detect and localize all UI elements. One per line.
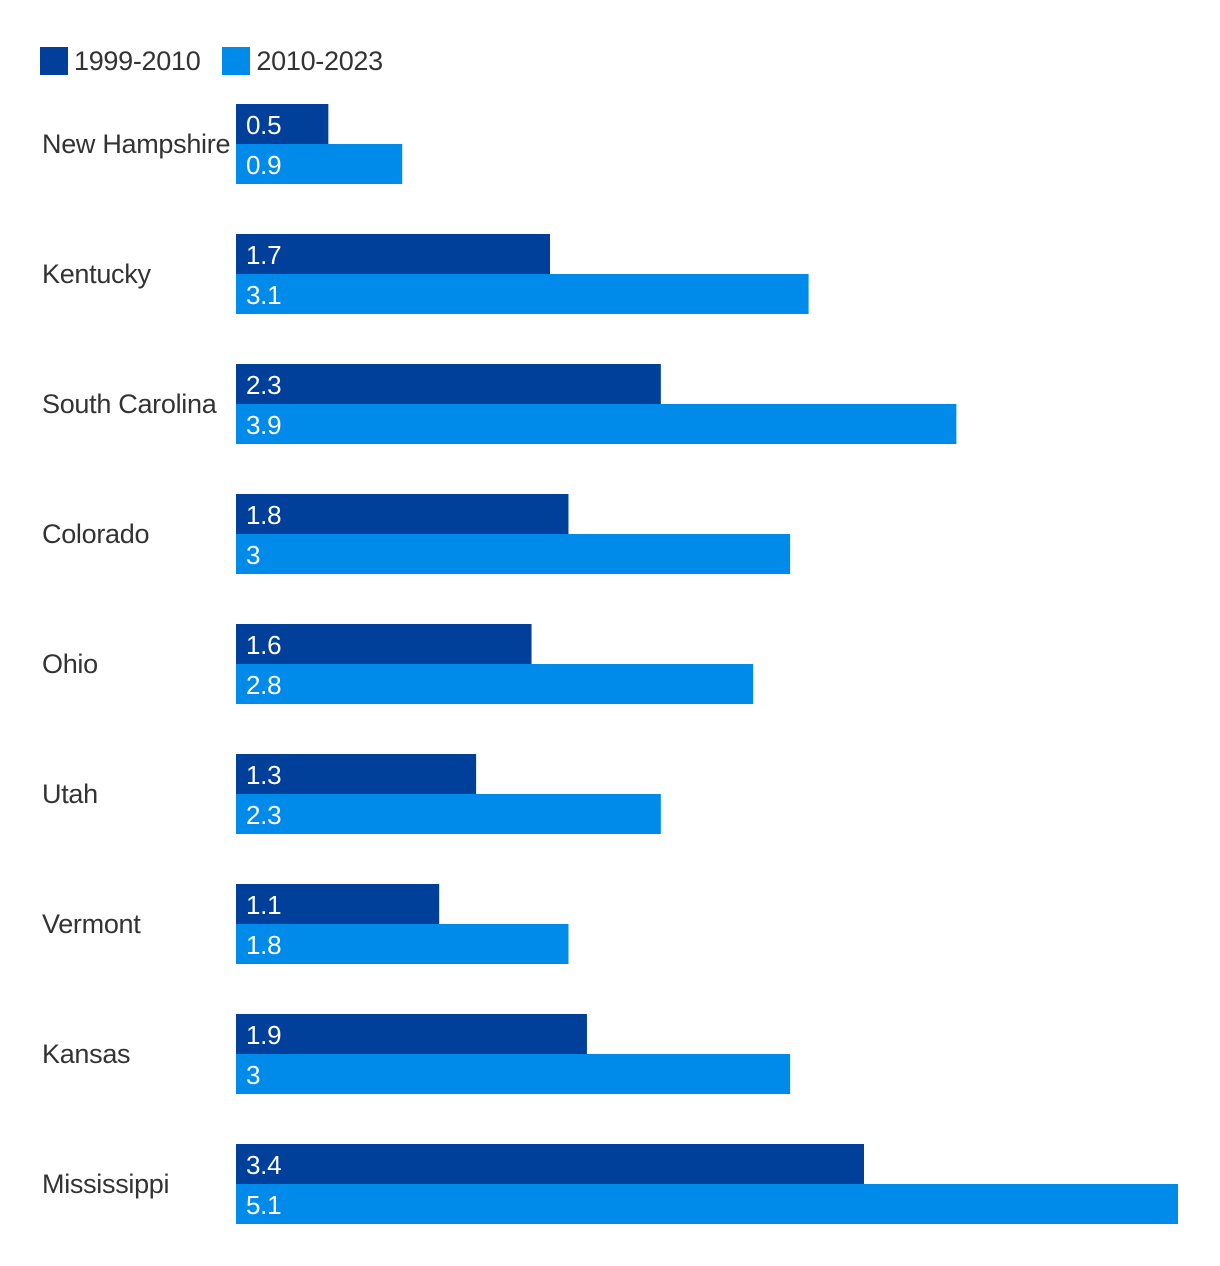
bar-kentucky-1999-2010 xyxy=(236,234,550,274)
data-label-kansas-2010-2023: 3 xyxy=(246,1060,260,1090)
data-label-kentucky-2010-2023: 3.1 xyxy=(246,280,281,310)
bar-utah-2010-2023 xyxy=(236,794,661,834)
bar-colorado-1999-2010 xyxy=(236,494,569,534)
category-label-mississippi: Mississippi xyxy=(42,1169,169,1199)
data-label-new-hampshire-2010-2023: 0.9 xyxy=(246,150,281,180)
legend-swatch-2010-2023 xyxy=(222,47,251,75)
bar-new-hampshire-2010-2023 xyxy=(236,144,403,184)
bar-vermont-1999-2010 xyxy=(236,884,440,924)
legend-item-2010-2023: 2010-2023 xyxy=(222,45,383,77)
data-label-kentucky-1999-2010: 1.7 xyxy=(246,240,281,270)
bar-vermont-2010-2023 xyxy=(236,924,569,964)
data-label-colorado-1999-2010: 1.8 xyxy=(246,500,281,530)
bar-ohio-1999-2010 xyxy=(236,624,532,664)
data-label-utah-2010-2023: 2.3 xyxy=(246,800,281,830)
data-label-utah-1999-2010: 1.3 xyxy=(246,760,281,790)
bar-south-carolina-2010-2023 xyxy=(236,404,957,444)
category-label-new-hampshire: New Hampshire xyxy=(42,129,230,159)
data-label-south-carolina-2010-2023: 3.9 xyxy=(246,410,281,440)
bar-kansas-1999-2010 xyxy=(236,1014,587,1054)
category-label-vermont: Vermont xyxy=(42,909,141,939)
category-label-kentucky: Kentucky xyxy=(42,259,151,289)
category-label-ohio: Ohio xyxy=(42,649,98,679)
chart-legend: 1999-2010 2010-2023 xyxy=(40,44,383,78)
bar-mississippi-2010-2023 xyxy=(236,1184,1178,1224)
bar-south-carolina-1999-2010 xyxy=(236,364,661,404)
category-label-south-carolina: South Carolina xyxy=(42,389,218,419)
category-label-kansas: Kansas xyxy=(42,1039,130,1069)
data-label-mississippi-2010-2023: 5.1 xyxy=(246,1190,281,1220)
data-label-new-hampshire-1999-2010: 0.5 xyxy=(246,110,281,140)
data-label-kansas-1999-2010: 1.9 xyxy=(246,1020,281,1050)
data-label-south-carolina-1999-2010: 2.3 xyxy=(246,370,281,400)
legend-item-1999-2010: 1999-2010 xyxy=(40,45,201,77)
bar-utah-1999-2010 xyxy=(236,754,477,794)
bar-colorado-2010-2023 xyxy=(236,534,791,574)
category-label-utah: Utah xyxy=(42,779,98,809)
bar-kentucky-2010-2023 xyxy=(236,274,809,314)
legend-label-2010-2023: 2010-2023 xyxy=(256,45,383,76)
bar-kansas-2010-2023 xyxy=(236,1054,791,1094)
data-label-colorado-2010-2023: 3 xyxy=(246,540,260,570)
data-label-ohio-2010-2023: 2.8 xyxy=(246,670,281,700)
bar-mississippi-1999-2010 xyxy=(236,1144,864,1184)
data-label-mississippi-1999-2010: 3.4 xyxy=(246,1150,281,1180)
bar-ohio-2010-2023 xyxy=(236,664,754,704)
legend-label-1999-2010: 1999-2010 xyxy=(74,45,201,76)
legend-swatch-1999-2010 xyxy=(40,47,68,75)
data-label-vermont-1999-2010: 1.1 xyxy=(246,890,281,920)
data-label-ohio-1999-2010: 1.6 xyxy=(246,630,281,660)
data-label-vermont-2010-2023: 1.8 xyxy=(246,930,281,960)
category-label-colorado: Colorado xyxy=(42,519,149,549)
bar-new-hampshire-1999-2010 xyxy=(236,104,329,144)
